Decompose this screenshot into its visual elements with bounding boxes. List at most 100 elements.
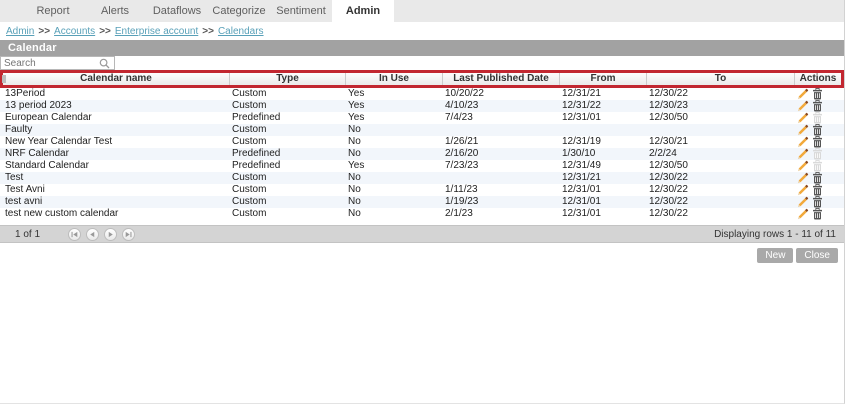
edit-button[interactable] — [797, 184, 809, 196]
column-header-to[interactable]: To — [647, 73, 795, 85]
trash-icon — [813, 112, 822, 124]
cell-to: 12/30/22 — [649, 172, 688, 183]
delete-button[interactable] — [812, 196, 823, 208]
edit-button[interactable] — [797, 196, 809, 208]
column-header-actions[interactable]: Actions — [799, 73, 837, 84]
table-row[interactable]: New Year Calendar Test Custom No 1/26/21 12/… — [0, 136, 844, 148]
tab-sentiment[interactable]: Sentiment — [276, 5, 326, 17]
breadcrumb: Admin >> Accounts >> Enterprise account >> Cal… — [0, 22, 844, 40]
cell-in-use: Yes — [348, 160, 365, 171]
tab-admin[interactable]: Admin — [332, 0, 394, 22]
cell-in-use: No — [348, 136, 361, 147]
cell-actions — [795, 136, 844, 148]
table-row[interactable]: NRF Calendar Predefined No 2/16/20 1/30/10 2/… — [0, 148, 844, 160]
delete-button[interactable] — [812, 136, 823, 148]
tab-categorize[interactable]: Categorize — [212, 5, 266, 17]
cell-from: 12/31/21 — [562, 172, 601, 183]
cell-in-use: No — [348, 124, 361, 135]
table-row[interactable]: 13 period 2023 Custom Yes 4/10/23 12/31/22 12… — [0, 100, 844, 112]
cell-to: 12/30/22 — [649, 208, 688, 219]
search-input[interactable] — [0, 56, 115, 70]
tab-report[interactable]: Report — [36, 5, 70, 17]
column-header-calendar-name[interactable]: Calendar name — [3, 73, 230, 85]
table-row[interactable]: test avni Custom No 1/19/23 12/31/01 12/30/22 — [0, 196, 844, 208]
table-header-row: Calendar name Type In Use Last Published Da… — [0, 70, 844, 88]
pager-previous-button[interactable] — [86, 227, 100, 241]
cell-last-published-date — [443, 172, 560, 184]
edit-pencil-icon — [797, 100, 809, 112]
cell-in-use: Yes — [348, 88, 365, 99]
tab-bar: Report Alerts Dataflows Categorize Sentiment… — [0, 0, 844, 22]
delete-button — [812, 160, 823, 172]
tab-alerts[interactable]: Alerts — [100, 5, 130, 17]
column-resize-grip[interactable] — [2, 75, 6, 83]
delete-button[interactable] — [812, 100, 823, 112]
cell-in-use: Yes — [348, 100, 365, 111]
edit-button[interactable] — [797, 148, 809, 160]
trash-icon — [813, 88, 822, 100]
delete-button[interactable] — [812, 88, 823, 100]
delete-button[interactable] — [812, 124, 823, 136]
cell-actions — [795, 184, 844, 196]
column-header-last-published-date[interactable]: Last Published Date — [443, 73, 560, 85]
new-button[interactable]: New — [757, 248, 794, 263]
pager-next-button[interactable] — [104, 227, 118, 241]
cell-to: 12/30/23 — [649, 100, 688, 111]
cell-in-use: No — [348, 196, 361, 207]
edit-pencil-icon — [797, 124, 809, 136]
edit-button[interactable] — [797, 160, 809, 172]
search-icon[interactable] — [99, 58, 110, 69]
cell-type: Custom — [232, 172, 267, 183]
edit-pencil-icon — [797, 88, 809, 100]
cell-actions — [795, 148, 844, 160]
breadcrumb-link-calendars[interactable]: Calendars — [217, 25, 264, 37]
table-row[interactable]: test new custom calendar Custom No 2/1/23 12… — [0, 208, 844, 220]
cell-to: 12/30/22 — [649, 184, 688, 195]
edit-button[interactable] — [797, 208, 809, 220]
trash-icon — [813, 196, 822, 208]
trash-icon — [813, 148, 822, 160]
breadcrumb-link-enterprise-account[interactable]: Enterprise account — [114, 25, 199, 37]
column-header-in-use[interactable]: In Use — [346, 73, 443, 85]
delete-button — [812, 112, 823, 124]
cell-to: 12/30/22 — [649, 196, 688, 207]
edit-button[interactable] — [797, 88, 809, 100]
table-row[interactable]: Test Avni Custom No 1/11/23 12/31/01 12/30/22 — [0, 184, 844, 196]
pager-first-button[interactable] — [68, 227, 82, 241]
table-row[interactable]: European Calendar Predefined Yes 7/4/23 12/3… — [0, 112, 844, 124]
edit-button[interactable] — [797, 100, 809, 112]
cell-type: Predefined — [232, 148, 281, 159]
edit-button[interactable] — [797, 136, 809, 148]
cell-actions — [795, 172, 844, 184]
table-row[interactable]: Standard Calendar Predefined Yes 7/23/23 12/… — [0, 160, 844, 172]
edit-pencil-icon — [797, 172, 809, 184]
table-row[interactable]: Test Custom No 12/31/21 12/30/22 — [0, 172, 844, 184]
table-row[interactable]: 13Period Custom Yes 10/20/22 12/31/21 12/30/2… — [0, 88, 844, 100]
pager-last-button[interactable] — [122, 227, 136, 241]
cell-last-published-date: 10/20/22 — [445, 88, 484, 99]
trash-icon — [813, 172, 822, 184]
breadcrumb-link-accounts[interactable]: Accounts — [54, 25, 96, 37]
edit-button[interactable] — [797, 112, 809, 124]
column-header-type[interactable]: Type — [230, 73, 346, 85]
cell-from: 12/31/22 — [562, 100, 601, 111]
close-button[interactable]: Close — [796, 248, 838, 263]
edit-pencil-icon — [797, 208, 809, 220]
delete-button[interactable] — [812, 184, 823, 196]
cell-to: 2/2/24 — [649, 148, 677, 159]
breadcrumb-link-admin[interactable]: Admin — [6, 25, 35, 37]
cell-calendar-name: NRF Calendar — [5, 148, 69, 159]
cell-calendar-name: 13Period — [5, 88, 46, 99]
cell-last-published-date: 2/1/23 — [445, 208, 473, 219]
tab-dataflows[interactable]: Dataflows — [152, 5, 202, 17]
table-row[interactable]: Faulty Custom No — [0, 124, 844, 136]
cell-last-published-date — [443, 124, 560, 136]
column-header-from[interactable]: From — [560, 73, 647, 85]
edit-button[interactable] — [797, 124, 809, 136]
cell-in-use: No — [348, 148, 361, 159]
edit-button[interactable] — [797, 172, 809, 184]
delete-button[interactable] — [812, 208, 823, 220]
delete-button[interactable] — [812, 172, 823, 184]
cell-calendar-name: 13 period 2023 — [5, 100, 72, 111]
cell-from: 12/31/01 — [562, 196, 601, 207]
